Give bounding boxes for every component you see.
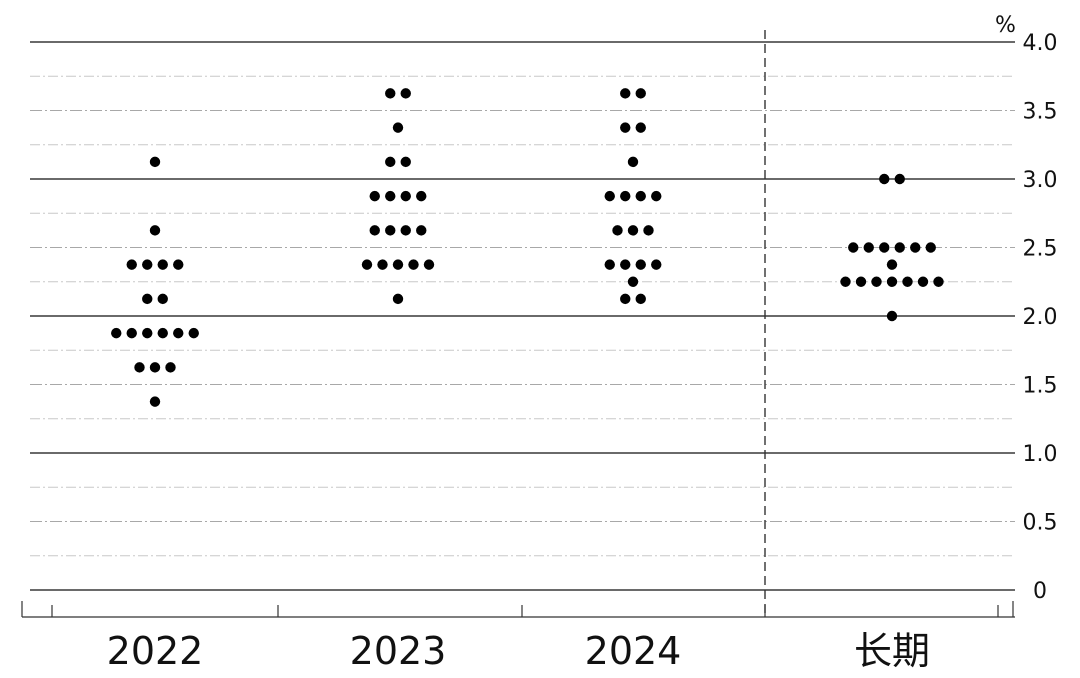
x-category-label: 长期 [854, 629, 930, 673]
data-point [157, 259, 168, 270]
y-tick-label: 1.0 [1023, 442, 1058, 467]
data-point [385, 156, 396, 168]
data-point [620, 122, 631, 133]
grid-lines [30, 41, 1015, 591]
data-point [377, 259, 388, 270]
y-tick-label: 2.5 [1023, 237, 1058, 262]
y-tick-label: 0.5 [1023, 511, 1058, 536]
data-point [651, 190, 662, 202]
data-point [173, 259, 184, 270]
data-point [149, 225, 161, 236]
data-point [400, 225, 411, 236]
data-point [361, 259, 373, 270]
data-point [925, 242, 936, 253]
data-point [126, 259, 137, 270]
x-category-label: 2024 [585, 629, 682, 673]
axes [21, 30, 1015, 618]
data-point [840, 276, 851, 287]
data-point [871, 276, 882, 287]
data-point [651, 259, 662, 270]
data-point [635, 122, 646, 133]
y-tick-label: 3.0 [1023, 168, 1058, 193]
data-point [149, 156, 161, 168]
data-point [620, 190, 631, 202]
data-point [423, 259, 435, 270]
data-point [620, 293, 631, 305]
data-point [400, 156, 411, 168]
data-point [894, 173, 905, 185]
data-point [385, 88, 396, 99]
data-point [392, 259, 404, 270]
data-point [933, 276, 944, 287]
y-tick-label: 1.5 [1023, 374, 1058, 399]
data-point [142, 293, 153, 305]
data-point [620, 259, 631, 270]
data-point [165, 362, 176, 373]
data-point [111, 327, 122, 339]
data-point [886, 310, 898, 322]
data-point [879, 173, 890, 185]
data-point [392, 122, 404, 133]
x-category-label: 2023 [350, 629, 447, 673]
data-point [149, 396, 161, 407]
data-point [620, 88, 631, 99]
data-point [142, 259, 153, 270]
data-point [627, 156, 639, 168]
data-point [400, 190, 411, 202]
data-point [416, 190, 427, 202]
data-point [902, 276, 913, 287]
data-point [392, 293, 404, 305]
data-point [635, 88, 646, 99]
y-tick-label: 0 [1033, 579, 1047, 604]
data-point [188, 327, 199, 339]
data-point [400, 88, 411, 99]
data-point [142, 327, 153, 339]
data-point [157, 293, 168, 305]
data-point [369, 225, 380, 236]
y-tick-label: 2.0 [1023, 305, 1058, 330]
data-point [126, 327, 137, 339]
data-point [627, 225, 639, 236]
data-points [111, 88, 944, 407]
y-axis-unit-label: % [995, 13, 1016, 38]
x-category-label: 2022 [107, 629, 204, 673]
data-point [604, 190, 615, 202]
data-point [894, 242, 905, 253]
data-point [416, 225, 427, 236]
data-point [910, 242, 921, 253]
data-point [612, 225, 623, 236]
y-tick-label: 4.0 [1023, 31, 1058, 56]
data-point [173, 327, 184, 339]
data-point [886, 276, 898, 287]
data-point [149, 362, 161, 373]
y-tick-label: 3.5 [1023, 100, 1058, 125]
data-point [848, 242, 859, 253]
data-point [408, 259, 419, 270]
data-point [635, 293, 646, 305]
data-point [863, 242, 874, 253]
data-point [369, 190, 380, 202]
data-point [643, 225, 654, 236]
data-point [917, 276, 929, 287]
data-point [635, 190, 646, 202]
data-point [855, 276, 867, 287]
data-point [627, 276, 639, 287]
data-point [157, 327, 168, 339]
data-point [385, 190, 396, 202]
data-point [635, 259, 646, 270]
axis-labels: % 0 0.5 1.0 1.5 2.0 2.5 3.0 3.5 4.0 2022 2023 2024 长… [107, 13, 1058, 673]
data-point [134, 362, 145, 373]
data-point [879, 242, 890, 253]
data-point [385, 225, 396, 236]
data-point [604, 259, 615, 270]
data-point [886, 259, 898, 270]
